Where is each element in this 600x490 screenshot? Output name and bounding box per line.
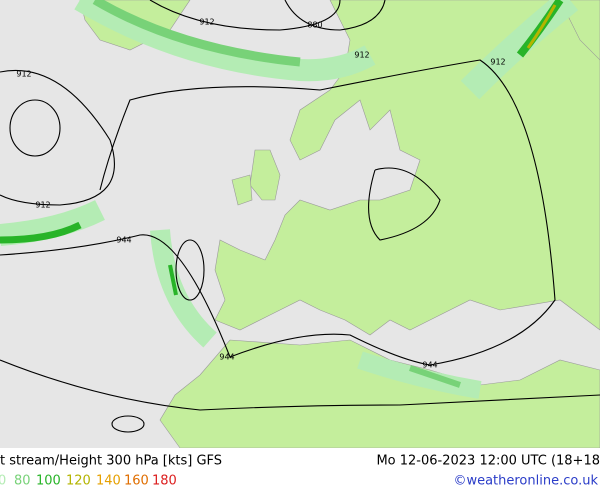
contour-label: 912: [490, 58, 505, 67]
contour-label: 880: [307, 21, 322, 30]
contour-label: 912: [16, 70, 31, 79]
legend-item: 100: [36, 474, 61, 489]
legend-item: 160: [124, 474, 149, 489]
credit: ©weatheronline.co.uk: [453, 474, 598, 489]
jet-streams: [0, 0, 579, 399]
contour-label: 944: [116, 236, 131, 245]
legend-item: 140: [96, 474, 121, 489]
map-title: t stream/Height 300 hPa [kts] GFS: [0, 454, 222, 469]
legend-item: 0: [0, 474, 6, 489]
contour-label: 912: [35, 201, 50, 210]
legend-item: 120: [66, 474, 91, 489]
datetime: Mo 12-06-2023 12:00 UTC (18+18: [376, 454, 600, 469]
footer: [0, 448, 600, 490]
contour-label: 944: [219, 353, 234, 362]
contour-label: 944: [422, 361, 437, 370]
contour-label: 912: [199, 18, 214, 27]
contours: [0, 0, 600, 433]
contour-label: 912: [354, 51, 369, 60]
legend-item: 80: [14, 474, 31, 489]
legend-item: 180: [152, 474, 177, 489]
